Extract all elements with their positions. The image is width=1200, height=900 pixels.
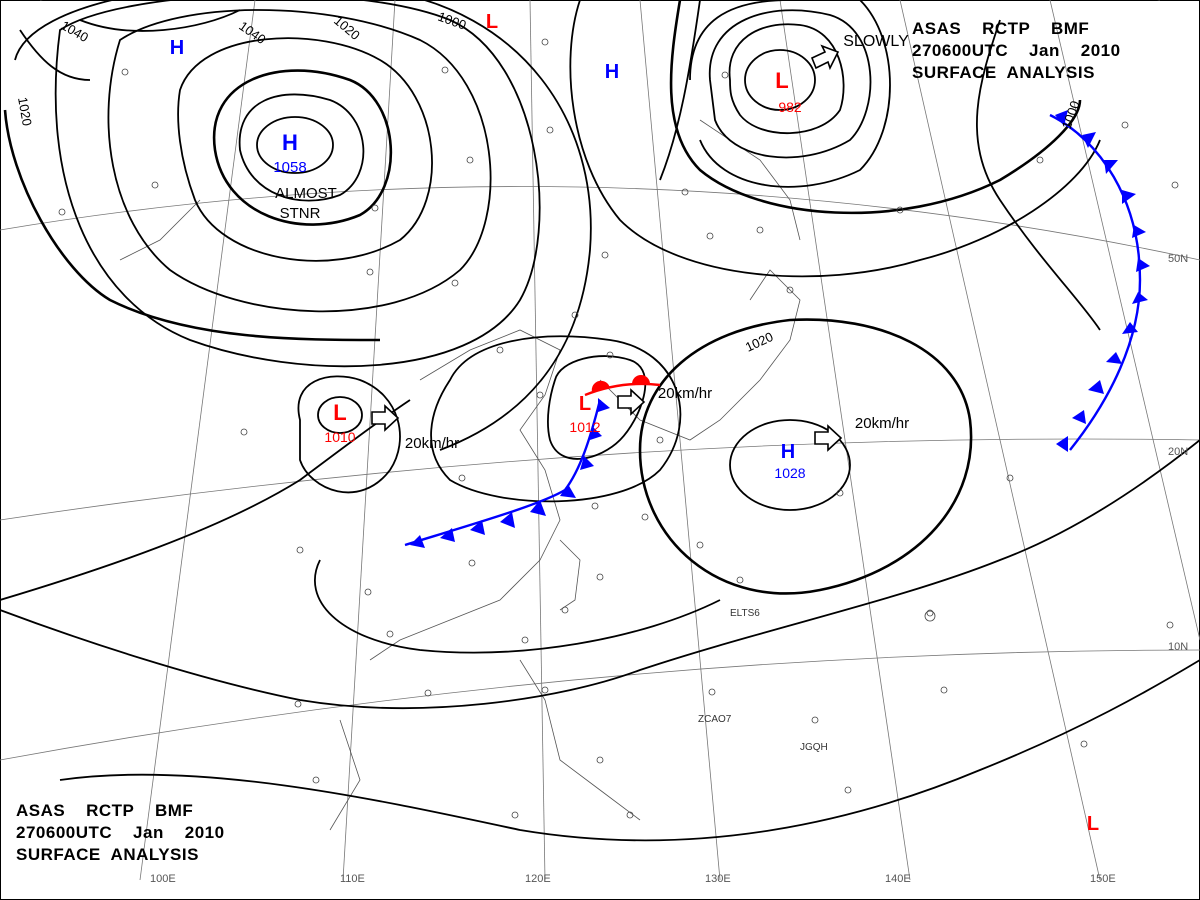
header-line-2: 270600UTC Jan 2010 (16, 823, 225, 842)
movement-arrows (371, 44, 843, 452)
station-plots (58, 38, 1179, 819)
grid-labels: 100E 110E 120E 130E 140E 150E 50N 20N 10… (150, 253, 1188, 885)
isobars (0, 0, 1200, 842)
station-labels: ELTS6 ZCAO7 JGQH (698, 608, 828, 753)
header-line-3: SURFACE ANALYSIS (16, 845, 199, 864)
speed-label: 20km/hr (405, 435, 459, 452)
speed-label: 20km/hr (658, 385, 712, 402)
map-header-top-right: ASAS RCTP BMF 270600UTC Jan 2010 SURFACE… (912, 18, 1121, 84)
coastlines (119, 119, 801, 831)
lon-label: 100E (150, 873, 176, 885)
lon-label: 140E (885, 873, 911, 885)
header-line-3: SURFACE ANALYSIS (912, 63, 1095, 82)
high-center-letter: H (605, 61, 619, 83)
header-line-2: 270600UTC Jan 2010 (912, 41, 1121, 60)
cold-front (404, 110, 1150, 548)
header-line-1: ASAS RCTP BMF (912, 19, 1090, 38)
movement-note-2: STNR (280, 205, 321, 222)
map-header-bottom-left: ASAS RCTP BMF 270600UTC Jan 2010 SURFACE… (16, 800, 225, 866)
high-center-letter: H (282, 130, 298, 155)
lon-label: 150E (1090, 873, 1116, 885)
low-center-letter: L (579, 393, 591, 415)
pressure-centers: H 1058 ALMOST STNR L 982 SLOWLY L 1010 2… (170, 11, 1099, 835)
low-center-letter: L (1087, 813, 1099, 835)
lat-label: 50N (1168, 253, 1188, 265)
low-center-letter: L (333, 400, 346, 425)
high-center-letter: H (781, 441, 795, 463)
low-center-value: 1010 (324, 429, 355, 445)
high-center-value: 1028 (774, 465, 805, 481)
movement-note: SLOWLY (843, 33, 909, 50)
warm-front (584, 375, 661, 397)
movement-note: ALMOST (275, 185, 337, 202)
speed-label: 20km/hr (855, 415, 909, 432)
lon-label: 110E (340, 873, 365, 885)
station-id: JGQH (800, 742, 828, 753)
low-center-value: 1012 (569, 419, 600, 435)
lat-label: 10N (1168, 641, 1188, 653)
lon-label: 120E (525, 873, 551, 885)
high-center-letter: H (170, 37, 184, 59)
low-center-letter: L (775, 68, 788, 93)
low-center-letter: L (486, 11, 498, 33)
isobar-label: 1020 (15, 96, 35, 127)
low-center-value: 982 (778, 99, 802, 115)
high-center-value: 1058 (273, 159, 306, 176)
lat-label: 20N (1168, 446, 1188, 458)
station-id: ELTS6 (730, 608, 760, 619)
header-line-1: ASAS RCTP BMF (16, 801, 194, 820)
lon-label: 130E (705, 873, 731, 885)
station-id: ZCAO7 (698, 714, 732, 725)
